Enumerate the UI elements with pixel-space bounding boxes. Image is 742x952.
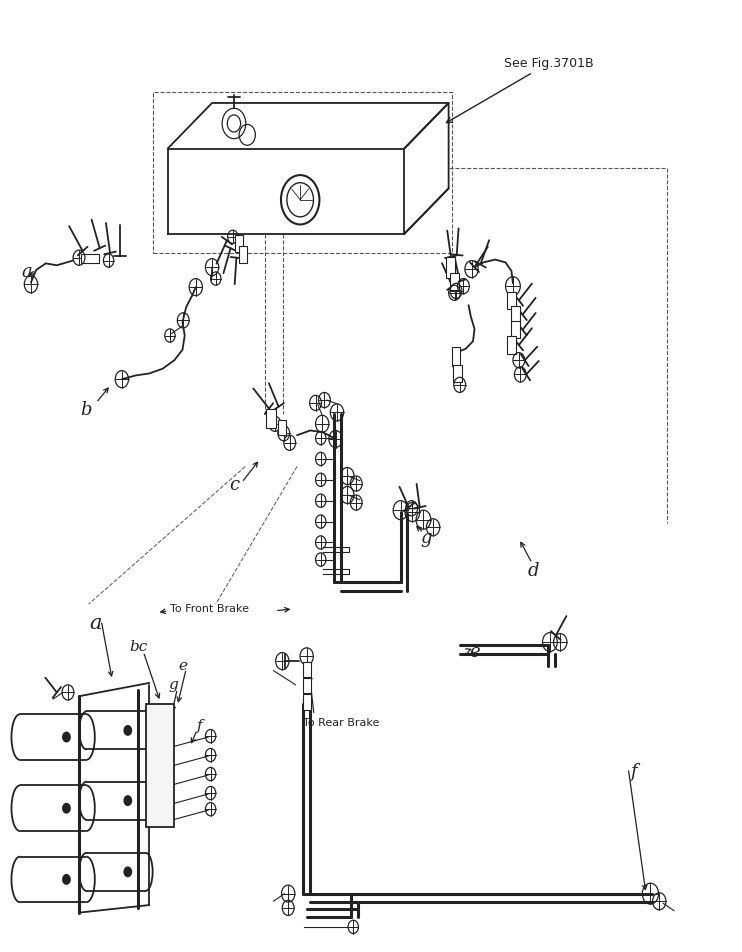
Text: f: f [630,764,637,782]
Bar [278,420,286,435]
Bar [510,307,519,323]
Text: e: e [178,659,187,673]
Circle shape [63,803,70,813]
Text: f: f [197,719,203,733]
Bar [303,694,311,709]
Circle shape [124,867,131,877]
Text: g: g [421,528,432,546]
Bar [81,254,99,264]
Text: b: b [81,401,92,419]
Text: See Fig.3701B: See Fig.3701B [447,56,594,123]
Bar [235,235,243,252]
Circle shape [124,725,131,735]
Circle shape [63,875,70,884]
Bar [303,662,311,677]
Bar [510,321,519,338]
Bar [145,704,174,827]
Text: d: d [528,562,539,580]
Text: a: a [90,614,102,633]
Bar [239,247,247,264]
Bar [507,292,516,309]
Bar [453,365,462,382]
Text: a: a [22,263,33,281]
Text: bc: bc [129,640,147,654]
Text: e: e [469,643,480,661]
Text: To Front Brake: To Front Brake [170,604,249,614]
Circle shape [124,796,131,805]
Bar [452,347,461,366]
Bar [447,257,456,278]
Text: g: g [168,678,178,692]
Text: c: c [229,477,240,494]
Text: d: d [155,719,165,733]
Text: To Rear Brake: To Rear Brake [303,718,379,727]
Bar [303,678,311,693]
Bar [266,408,276,427]
Circle shape [63,732,70,742]
Bar [507,336,516,353]
Bar [450,273,459,290]
